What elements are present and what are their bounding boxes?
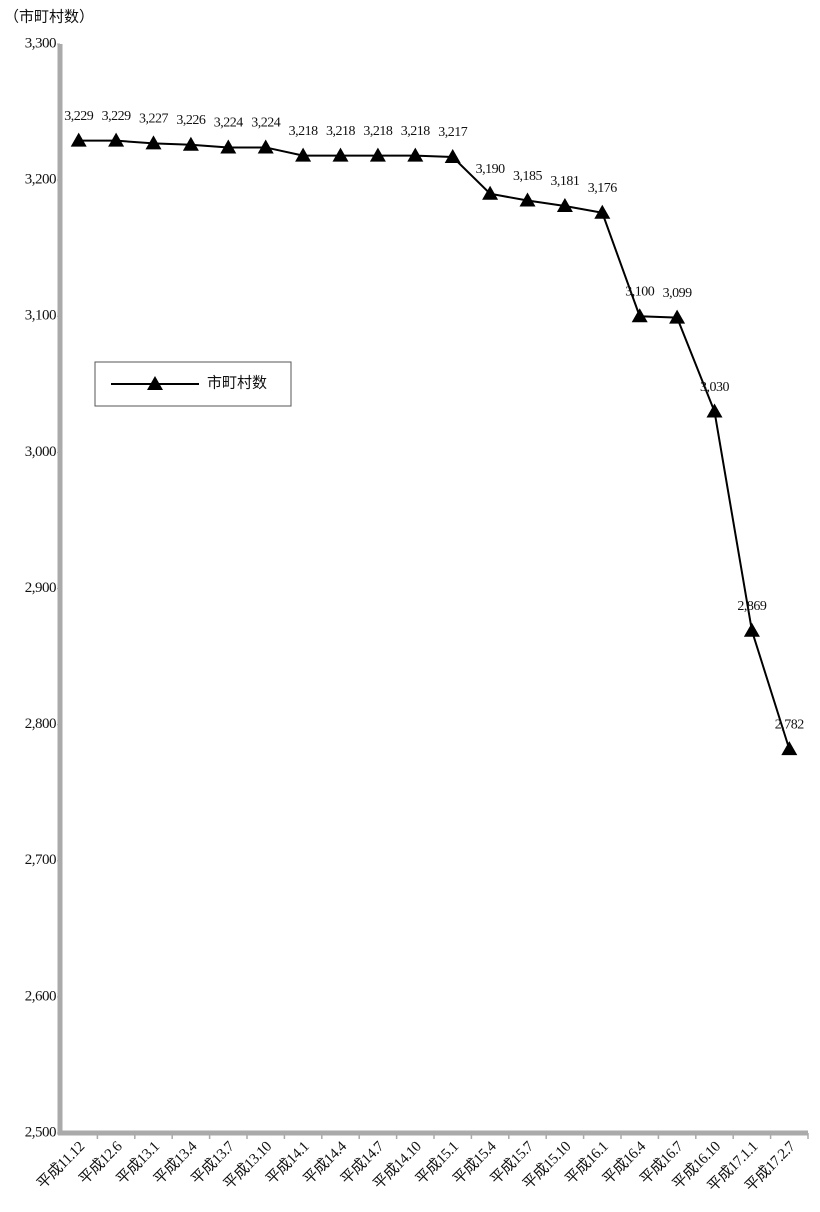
marker [706,403,723,418]
legend-marker [147,376,163,390]
data-label: 3,224 [214,116,244,131]
data-label: 3,030 [700,380,730,395]
marker [669,309,686,324]
marker [781,741,798,756]
data-label: 2,869 [737,599,767,614]
y-tick-label: 3,300 [25,35,56,51]
data-label: 3,190 [476,162,506,177]
y-tick-label: 2,600 [25,988,56,1004]
data-label: 3,224 [251,116,281,131]
data-label: 3,218 [326,124,356,139]
marker [743,622,760,637]
marker [108,132,125,147]
marker [594,204,611,219]
series-line [78,139,791,750]
marker [482,185,499,200]
data-label: 2,782 [775,717,805,732]
y-tick-label: 2,500 [25,1124,56,1140]
y-tick-label: 3,100 [25,308,56,324]
y-tick-label: 3,000 [25,444,56,460]
marker [631,308,648,323]
y-tick-label: 3,200 [25,172,56,188]
marker [70,132,87,147]
x-tick-label: 平成11.12 [34,1138,88,1192]
data-label: 3,176 [588,181,618,196]
data-label: 3,181 [550,174,580,189]
marker [556,197,573,212]
marker [145,135,162,150]
legend-label: 市町村数 [207,374,267,391]
y-axis-label: （市町村数） [4,8,94,25]
data-label: 3,218 [289,124,319,139]
y-tick-label: 2,800 [25,716,56,732]
marker [220,139,237,154]
data-label: 3,226 [176,113,206,128]
data-label: 3,229 [64,109,94,124]
marker [295,147,312,162]
data-label: 3,100 [625,284,655,299]
data-label: 3,227 [139,112,169,127]
data-label: 3,099 [663,286,693,301]
data-label: 3,185 [513,169,543,184]
marker [519,192,536,207]
data-label: 3,229 [102,109,132,124]
y-tick-label: 2,900 [25,580,56,596]
data-label: 3,218 [363,124,393,139]
marker [407,147,424,162]
data-label: 3,217 [438,125,468,140]
marker [182,136,199,151]
marker [444,148,461,163]
y-tick-label: 2,700 [25,852,56,868]
marker [369,147,386,162]
marker [332,147,349,162]
data-label: 3,218 [401,124,431,139]
marker [257,139,274,154]
